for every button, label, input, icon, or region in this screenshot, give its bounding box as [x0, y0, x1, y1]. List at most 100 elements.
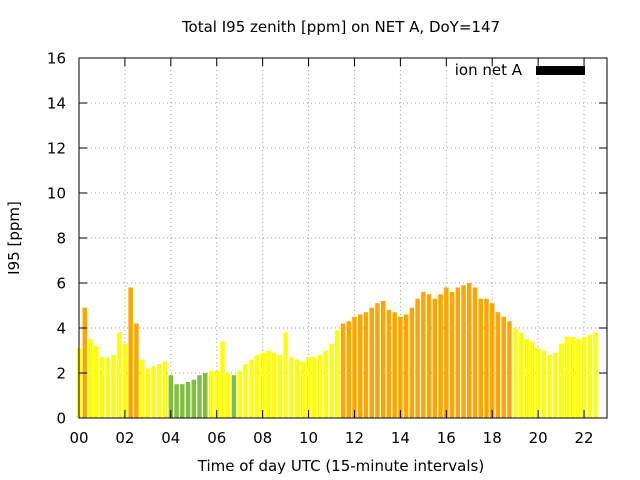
bar: [455, 287, 461, 418]
bar: [306, 357, 311, 418]
bar: [93, 346, 99, 418]
x-tick-labels: 00 02 04 06 08 10 12 14 16 18 20 22: [69, 429, 593, 447]
bar: [541, 350, 547, 418]
bar: [489, 303, 495, 418]
bar: [289, 357, 294, 418]
bar: [271, 352, 277, 418]
x-tick-label: 12: [345, 429, 364, 447]
bar: [174, 384, 179, 418]
bar: [547, 355, 552, 418]
bar: [467, 283, 472, 418]
bar: [340, 323, 346, 418]
bar: [587, 334, 593, 418]
y-tick-label: 8: [56, 230, 66, 248]
x-tick-label: 04: [161, 429, 180, 447]
bar: [180, 384, 185, 418]
bar: [197, 375, 202, 418]
bar: [145, 368, 151, 418]
y-tick-label: 2: [56, 365, 66, 383]
bar: [369, 307, 374, 418]
bar: [421, 292, 426, 418]
bar: [237, 370, 242, 418]
bar: [157, 364, 162, 418]
bar: [88, 339, 93, 418]
bar: [564, 337, 570, 418]
bar: [535, 348, 541, 418]
bar: [438, 294, 443, 418]
x-axis-label: Time of day UTC (15-minute intervals): [197, 457, 484, 475]
bar: [203, 373, 208, 418]
y-tick-label: 12: [47, 140, 66, 158]
bar: [512, 328, 518, 418]
x-tick-label: 16: [437, 429, 456, 447]
bar: [403, 314, 409, 418]
bar: [335, 330, 340, 418]
y-tick-label: 0: [56, 410, 66, 428]
bar: [191, 379, 197, 418]
bar: [478, 298, 483, 418]
y-tick-label: 10: [47, 185, 66, 203]
y-tick-labels: 0 2 4 6 8 10 12 14 16: [47, 50, 66, 428]
bar: [380, 301, 386, 418]
bar: [260, 352, 265, 418]
bar: [444, 287, 449, 418]
bar: [432, 298, 438, 418]
y-tick-label: 6: [56, 275, 66, 293]
bar: [317, 355, 323, 418]
x-tick-label: 14: [391, 429, 410, 447]
x-tick-label: 18: [483, 429, 502, 447]
y-tick-label: 4: [56, 320, 66, 338]
y-tick-label: 14: [47, 95, 66, 113]
bar: [283, 332, 288, 418]
x-tick-label: 10: [299, 429, 318, 447]
bar: [82, 307, 87, 418]
x-tick-label: 06: [207, 429, 226, 447]
bar: [461, 285, 466, 418]
bar: [553, 352, 558, 418]
bar: [398, 316, 403, 418]
bar: [323, 350, 329, 418]
bar: [128, 287, 133, 418]
bar: [254, 355, 260, 418]
bar: [105, 357, 110, 418]
bar: [225, 373, 231, 418]
bar: [484, 298, 489, 418]
bar: [570, 337, 575, 418]
bar: [352, 316, 357, 418]
legend-swatch: [536, 66, 585, 75]
bar: [111, 355, 116, 418]
bars: [76, 283, 598, 418]
bar: [99, 357, 105, 418]
bar: [214, 370, 219, 418]
ticks: [78, 57, 607, 419]
bar: [593, 332, 598, 418]
bar: [363, 312, 369, 418]
bar: [449, 292, 455, 418]
legend-label: ion net A: [455, 61, 523, 79]
bar: [208, 370, 214, 418]
x-tick-label: 00: [69, 429, 88, 447]
x-tick-label: 20: [529, 429, 548, 447]
bar: [231, 375, 237, 418]
bar: [524, 339, 529, 418]
chart-title: Total I95 zenith [ppm] on NET A, DoY=147: [181, 18, 500, 36]
bar: [392, 312, 397, 418]
y-tick-label: 16: [47, 50, 66, 68]
bar: [495, 312, 501, 418]
bar: [472, 287, 478, 418]
bar: [312, 357, 317, 418]
bar: [277, 355, 283, 418]
bar: [346, 321, 351, 418]
bar: [558, 343, 564, 418]
bar: [426, 294, 432, 418]
bar: [168, 375, 174, 418]
bar: [409, 307, 415, 418]
bar: [266, 350, 271, 418]
bar: [530, 341, 535, 418]
bar: [357, 314, 363, 418]
bar: [518, 332, 524, 418]
bar: [122, 343, 128, 418]
x-tick-label: 08: [253, 429, 272, 447]
bar: [151, 366, 156, 418]
